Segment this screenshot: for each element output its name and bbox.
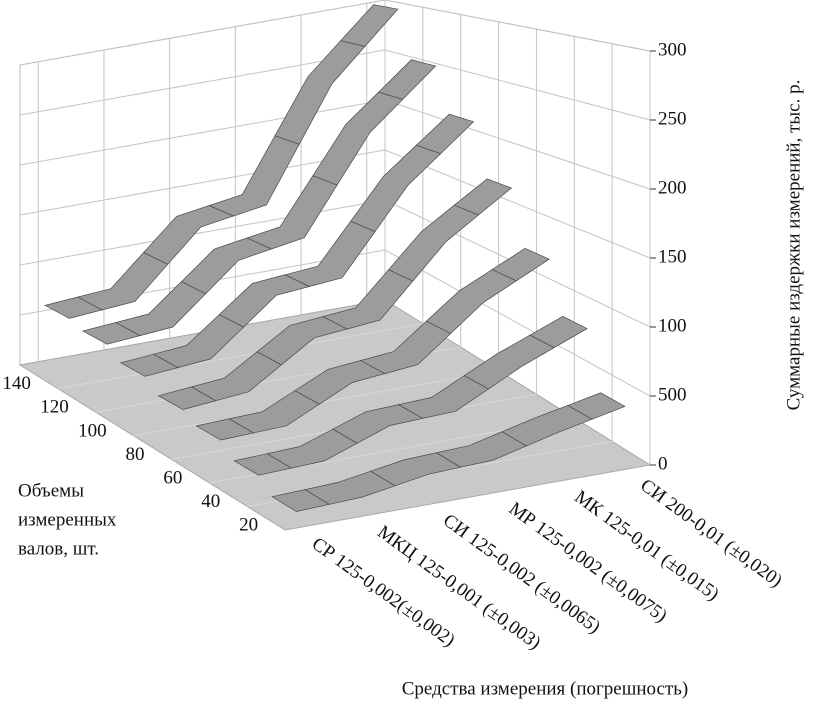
x-tick-label: МКЦ 125-0,001 (±0,003)	[373, 522, 544, 654]
ribbon-cell	[491, 248, 550, 282]
x-tick-label: МР 125-0,002 (±0,0075)	[505, 498, 671, 627]
depth-tick-label: 20	[239, 515, 258, 536]
x-tick-label: СР 125-0,002(±0,002)	[308, 533, 459, 651]
ribbon-cell	[529, 316, 588, 348]
depth-tick-label: 80	[126, 444, 145, 465]
z-tick-label: 150	[658, 246, 687, 267]
grid-line	[19, 149, 651, 259]
ribbon-cell	[567, 392, 626, 420]
x-tick-label: СИ 200-0,01 (±0,020)	[636, 475, 786, 592]
z-tick-label: 300	[658, 39, 687, 60]
z-tick-label: 200	[658, 177, 687, 198]
x-tick-label: СИ 125-0,002 (±0,0065)	[439, 510, 604, 638]
x-axis-label: Средства измерения (погрешность)	[402, 678, 689, 699]
ribbon-cell	[415, 113, 475, 155]
depth-tick-label: 40	[201, 491, 220, 512]
grid-line	[19, 0, 651, 66]
depth-tick-label: 60	[163, 467, 182, 488]
grid-line	[19, 49, 651, 121]
z-axis-label: Суммарные издержки измерений, тыс. р.	[783, 80, 804, 411]
ribbon-cell	[340, 4, 399, 47]
z-tick-label: 500	[658, 384, 687, 405]
depth-tick-label: 120	[40, 397, 69, 418]
depth-axis-label: Объемы	[18, 480, 84, 501]
z-tick-label: 0	[658, 453, 668, 474]
depth-axis-label: валов, шт.	[18, 538, 99, 559]
depth-tick-label: 140	[2, 373, 31, 394]
floor-grid-line	[57, 323, 423, 390]
z-tick-label: 250	[658, 108, 687, 129]
x-tick-label: МК 125-0,01 (±0,015)	[570, 486, 722, 605]
depth-tick-label: 100	[78, 420, 107, 441]
ribbon-cell	[377, 59, 437, 100]
z-tick-label: 100	[658, 315, 687, 336]
depth-axis-label: измеренных	[18, 509, 117, 530]
ribbon-cell	[453, 178, 513, 216]
